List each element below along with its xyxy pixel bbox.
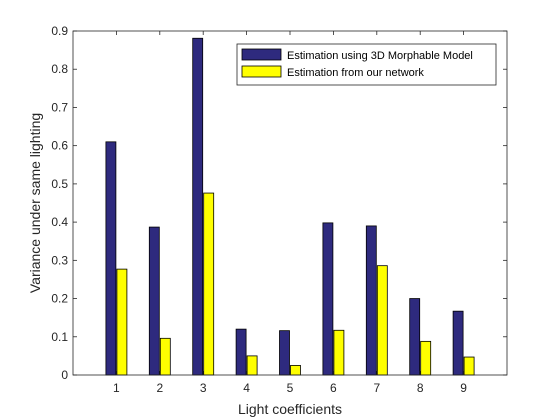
- bar-series-1-category-6: [322, 222, 334, 376]
- bar-series-2-category-4: [246, 355, 258, 376]
- x-tick-label: 3: [200, 381, 207, 395]
- y-tick-label: 0.1: [51, 330, 68, 344]
- bar-series-1-category-2: [148, 226, 160, 376]
- legend-label-series-1: Estimation using 3D Morphable Model: [287, 50, 473, 62]
- x-axis-title: Light coefficients: [238, 401, 342, 417]
- bar-series-2-category-3: [203, 192, 215, 376]
- ticks-group: 0 0.1 0.2 0.3 0.4 0.5 0.6 0.7 0.8 0.9 1 2 3 4 5 6 7 8 9: [51, 24, 507, 395]
- plot-area: [73, 31, 507, 375]
- bar-series-1-category-8: [409, 298, 421, 376]
- bar-series-1-category-4: [235, 328, 247, 376]
- bar-series-1-category-3: [192, 37, 204, 376]
- y-tick-label: 0.8: [51, 62, 68, 76]
- bar-series-1-category-5: [279, 330, 290, 376]
- legend-label-series-2: Estimation from our network: [287, 67, 424, 79]
- bar-series-2-category-7: [376, 265, 388, 376]
- y-tick-label: 0.9: [51, 24, 68, 38]
- y-tick-label: 0.5: [51, 177, 68, 191]
- x-tick-label: 7: [373, 381, 380, 395]
- y-tick-label: 0.6: [51, 139, 68, 153]
- x-tick-label: 8: [417, 381, 424, 395]
- y-tick-label: 0: [61, 368, 68, 382]
- legend: Estimation using 3D Morphable Model Esti…: [236, 43, 497, 86]
- bar-series-1-category-7: [365, 225, 377, 376]
- y-tick-label: 0.3: [51, 253, 68, 267]
- x-tick-label: 4: [243, 381, 250, 395]
- y-tick-label: 0.2: [51, 292, 68, 306]
- x-tick-label: 1: [113, 381, 120, 395]
- bar-series-2-category-6: [333, 329, 345, 376]
- x-tick-label: 6: [330, 381, 337, 395]
- bar-series-2-category-1: [116, 268, 128, 376]
- bar-series-2-category-9: [463, 356, 475, 376]
- x-tick-label: 9: [460, 381, 467, 395]
- legend-swatch-series-2: [241, 65, 282, 78]
- x-tick-label: 5: [287, 381, 294, 395]
- bar-series-1-category-9: [452, 310, 464, 376]
- bar-series-2-category-5: [290, 365, 301, 376]
- x-tick-label: 2: [156, 381, 163, 395]
- bar-series-1-category-1: [105, 141, 117, 376]
- y-axis-title: Variance under same lighting: [27, 113, 43, 293]
- bar-series-2-category-8: [420, 340, 432, 376]
- y-tick-label: 0.7: [51, 100, 68, 114]
- y-tick-label: 0.4: [51, 215, 68, 229]
- legend-swatch-series-1: [241, 48, 282, 61]
- bar-series-2-category-2: [159, 337, 171, 376]
